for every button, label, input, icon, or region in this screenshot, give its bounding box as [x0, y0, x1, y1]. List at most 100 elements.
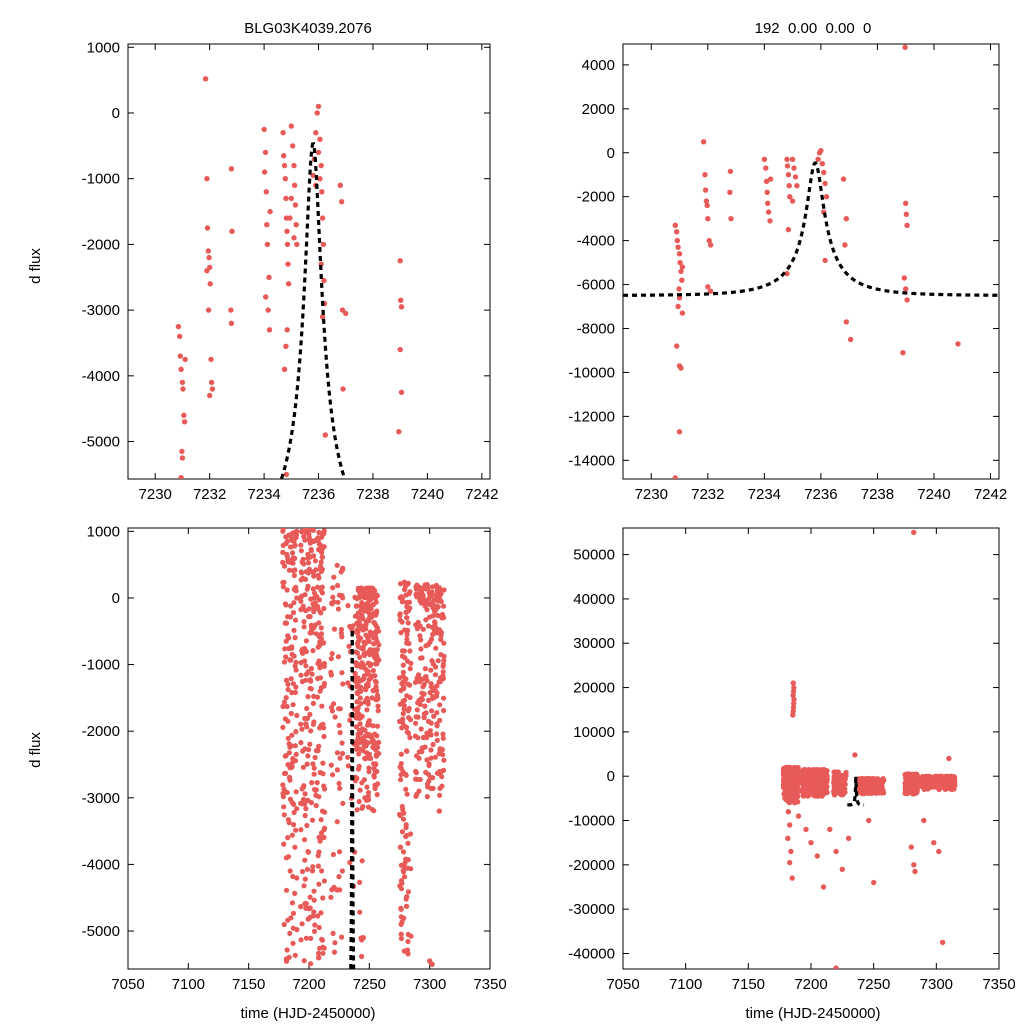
data-point	[290, 550, 296, 556]
data-point	[301, 958, 307, 964]
data-point	[292, 844, 298, 850]
data-point	[293, 827, 299, 833]
data-point	[429, 961, 435, 967]
data-point	[418, 646, 424, 652]
data-point	[428, 755, 434, 761]
data-point	[281, 162, 288, 169]
data-point	[360, 739, 367, 745]
data-point	[316, 924, 322, 931]
data-point	[301, 561, 307, 567]
data-point	[345, 603, 351, 609]
data-point	[291, 822, 297, 828]
data-point	[177, 333, 183, 340]
data-point	[417, 598, 423, 604]
data-point	[831, 769, 837, 775]
y-tick-label: -2000	[577, 189, 615, 206]
data-point	[329, 887, 335, 893]
data-point	[784, 270, 790, 277]
data-point	[294, 927, 300, 933]
data-point	[298, 937, 304, 943]
data-point	[314, 110, 320, 116]
data-point	[843, 319, 849, 325]
data-point	[398, 389, 405, 395]
data-point	[338, 626, 345, 633]
data-point	[727, 189, 733, 195]
data-point	[355, 619, 361, 626]
data-point	[413, 622, 419, 628]
data-point	[366, 676, 372, 683]
data-point	[328, 762, 334, 768]
data-point	[397, 811, 403, 818]
data-point	[293, 667, 299, 673]
x-tick-label: 7100	[669, 976, 702, 993]
data-point	[357, 721, 363, 727]
data-point	[428, 720, 434, 726]
data-point	[902, 44, 908, 50]
data-point	[288, 603, 294, 609]
data-point	[353, 603, 360, 609]
data-point	[303, 671, 309, 677]
data-point	[792, 174, 799, 180]
data-point	[405, 889, 411, 895]
data-point	[310, 172, 316, 179]
data-point	[904, 787, 911, 793]
data-point	[316, 642, 322, 649]
data-point	[339, 934, 345, 940]
data-point	[789, 156, 796, 162]
data-point	[376, 642, 382, 648]
y-tick-label: 10000	[573, 724, 615, 741]
data-point	[440, 735, 446, 741]
data-point	[357, 787, 363, 793]
data-point	[292, 952, 298, 959]
data-point	[299, 593, 305, 599]
x-tick-label: 7300	[920, 976, 953, 993]
data-point	[311, 909, 317, 915]
data-point	[702, 187, 709, 193]
data-point	[359, 858, 365, 864]
data-point	[310, 700, 316, 707]
data-point	[313, 748, 319, 754]
data-point	[336, 849, 343, 855]
data-point	[407, 648, 413, 654]
data-point	[937, 773, 943, 779]
data-points	[280, 528, 447, 967]
data-point	[228, 166, 235, 172]
data-point	[339, 670, 345, 676]
data-point	[307, 914, 313, 920]
data-point	[398, 777, 404, 783]
data-point	[786, 183, 792, 189]
data-point	[322, 786, 328, 792]
data-point	[924, 780, 930, 786]
data-point	[366, 638, 372, 645]
data-point	[177, 353, 183, 359]
data-point	[923, 773, 930, 780]
data-point	[262, 149, 269, 156]
data-point	[309, 671, 315, 677]
data-point	[361, 743, 368, 749]
data-points	[780, 529, 958, 969]
data-point	[280, 794, 286, 800]
data-point	[337, 706, 343, 712]
data-point	[280, 724, 286, 731]
data-point	[434, 737, 440, 744]
data-point	[430, 741, 436, 748]
data-point	[366, 755, 372, 761]
data-point	[291, 600, 297, 606]
data-point	[785, 226, 792, 233]
data-point	[400, 662, 406, 668]
x-tick-label: 7250	[353, 976, 386, 993]
data-point	[298, 904, 304, 910]
data-point	[313, 803, 319, 809]
x-tick-label: 7234	[748, 486, 781, 503]
data-point	[432, 619, 438, 625]
data-point	[782, 786, 788, 792]
data-point	[827, 826, 833, 833]
data-point	[865, 779, 872, 785]
data-point	[298, 598, 304, 604]
x-tick-label: 7230	[139, 486, 172, 503]
data-point	[288, 676, 294, 682]
data-point	[321, 680, 327, 687]
data-point	[357, 654, 363, 661]
data-point	[321, 733, 327, 740]
